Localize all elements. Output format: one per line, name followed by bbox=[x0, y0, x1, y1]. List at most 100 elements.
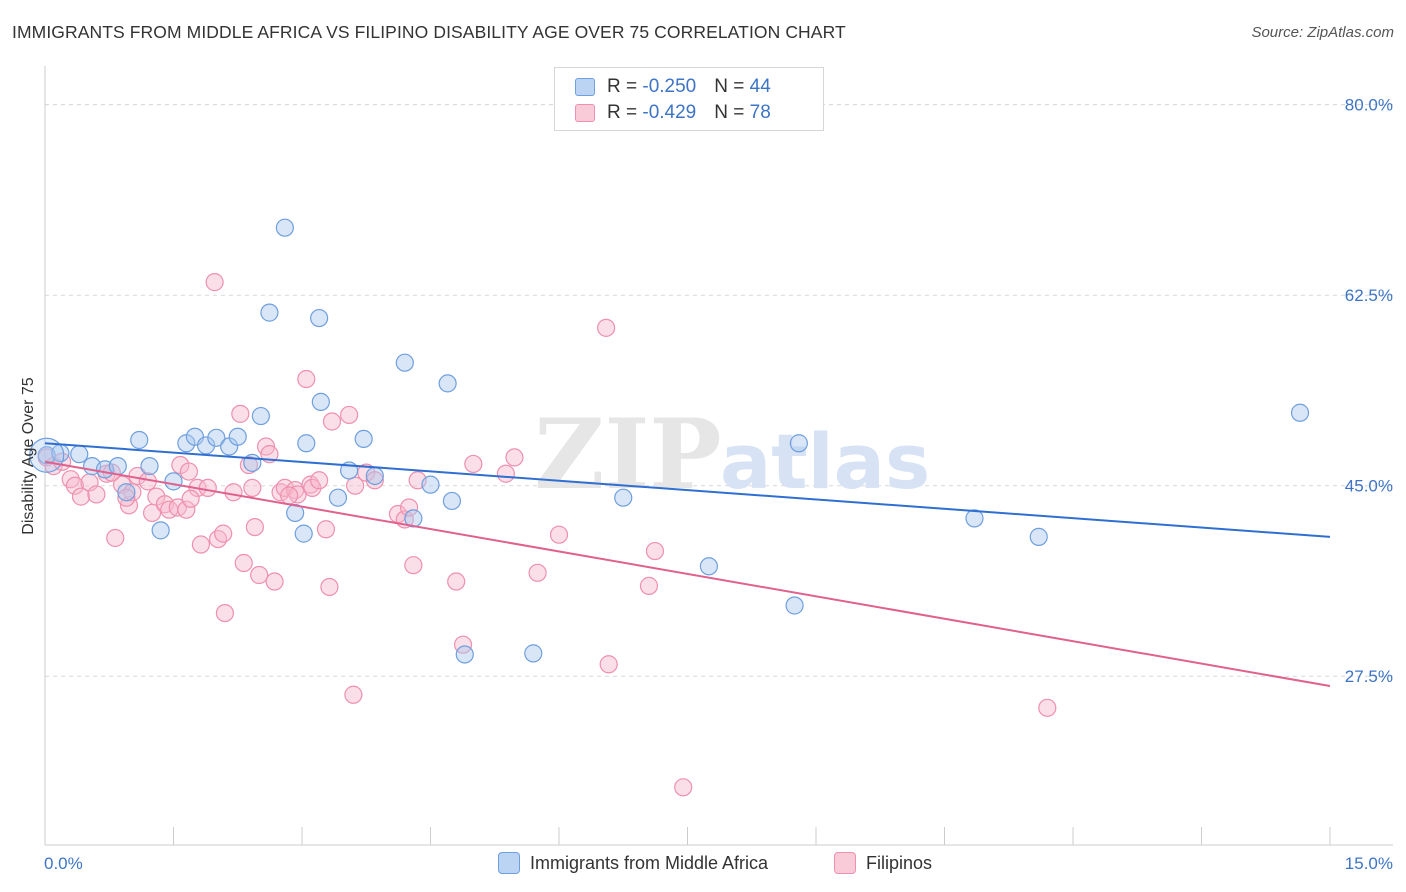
filipinos-point bbox=[316, 520, 336, 539]
chart-title: IMMIGRANTS FROM MIDDLE AFRICA VS FILIPIN… bbox=[12, 22, 846, 42]
middle-africa-point bbox=[140, 457, 159, 476]
middle-africa-point bbox=[785, 596, 804, 615]
tick-labels: 27.5% 45.0% 62.5% 80.0% 0.0% 15.0% Disability … bbox=[20, 96, 1393, 873]
y-tick-label: 27.5% bbox=[1345, 667, 1393, 686]
filipinos-point bbox=[181, 489, 200, 508]
middle-africa-point bbox=[164, 472, 183, 491]
watermark: ZIP atlas bbox=[534, 398, 930, 511]
filipinos-point bbox=[1038, 698, 1057, 717]
x-tick-label: 0.0% bbox=[44, 854, 83, 873]
filipinos-point bbox=[645, 541, 665, 561]
filipinos-point bbox=[231, 404, 250, 423]
filipinos-point bbox=[179, 462, 199, 481]
filipinos-point bbox=[177, 500, 196, 519]
filipinos-point bbox=[191, 535, 211, 554]
series-legend-middle-africa[interactable]: Immigrants from Middle Africa bbox=[498, 852, 768, 874]
stats-legend: R = -0.250 N = 44 R = -0.429 N = 78 bbox=[554, 67, 824, 131]
middle-africa-point bbox=[70, 445, 89, 464]
middle-africa-point bbox=[455, 645, 474, 664]
middle-africa-point bbox=[354, 429, 373, 449]
trend-lines bbox=[44, 442, 1331, 688]
axes-layer bbox=[44, 66, 1393, 846]
series-swatch-pink bbox=[834, 852, 856, 874]
series-legend-filipinos[interactable]: Filipinos bbox=[834, 852, 932, 874]
filipinos-point bbox=[87, 485, 106, 504]
middle-africa-point bbox=[1029, 527, 1048, 546]
middle-africa-point bbox=[207, 428, 226, 447]
middle-africa-point bbox=[117, 483, 136, 502]
middle-africa-point bbox=[965, 509, 984, 528]
filipinos-point bbox=[280, 486, 299, 505]
y-tick-label: 45.0% bbox=[1345, 477, 1393, 496]
legend-row-filipinos: R = -0.429 N = 78 bbox=[575, 100, 771, 126]
legend-n-label: N = bbox=[714, 102, 750, 123]
legend-n-value: 44 bbox=[749, 76, 771, 97]
filipinos-point bbox=[365, 471, 384, 490]
filipinos-point bbox=[404, 556, 423, 575]
source-credit: Source: ZipAtlas.com bbox=[1251, 24, 1394, 41]
middle-africa-point bbox=[196, 436, 216, 455]
filipinos-point bbox=[215, 603, 234, 623]
middle-africa-point bbox=[37, 446, 56, 465]
filipinos-point bbox=[117, 488, 136, 507]
filipinos-point bbox=[447, 572, 466, 591]
middle-africa-point bbox=[310, 308, 329, 328]
filipinos-point bbox=[344, 685, 363, 704]
middle-africa-point bbox=[297, 434, 316, 453]
legend-n-value: 78 bbox=[749, 102, 771, 123]
middle-africa-point bbox=[108, 457, 127, 476]
filipinos-point bbox=[549, 525, 569, 544]
filipinos-point bbox=[320, 577, 339, 597]
filipinos-point bbox=[528, 563, 547, 582]
middle-africa-point bbox=[614, 488, 633, 507]
filipinos-point bbox=[322, 412, 342, 431]
filipinos-point bbox=[198, 478, 217, 497]
middle-africa-point bbox=[260, 303, 279, 322]
middle-africa-point bbox=[1290, 403, 1310, 422]
filipinos-point bbox=[245, 517, 264, 537]
filipinos-point bbox=[505, 448, 524, 467]
watermark-atlas: atlas bbox=[720, 417, 930, 506]
legend-row-middle-africa: R = -0.250 N = 44 bbox=[575, 74, 771, 100]
filipinos-points bbox=[37, 273, 1057, 797]
filipinos-point bbox=[106, 528, 125, 548]
middle-africa-point bbox=[328, 488, 348, 507]
filipinos-point bbox=[214, 524, 233, 543]
filipinos-point bbox=[234, 553, 253, 573]
filipinos-point bbox=[303, 478, 322, 497]
filipinos-point bbox=[464, 454, 483, 474]
series-swatch-blue bbox=[498, 852, 520, 874]
middle-africa-point bbox=[438, 374, 457, 393]
filipinos-point bbox=[243, 478, 262, 497]
filipinos-point bbox=[224, 483, 243, 502]
middle-africa-point bbox=[365, 466, 384, 486]
y-tick-label: 62.5% bbox=[1345, 286, 1393, 305]
legend-r-value: -0.429 bbox=[642, 102, 697, 123]
filipinos-point bbox=[599, 655, 618, 674]
filipinos-point bbox=[674, 778, 693, 797]
middle-africa-point bbox=[228, 427, 247, 446]
filipinos-point bbox=[71, 487, 91, 506]
series-legend: Immigrants from Middle Africa Filipinos bbox=[0, 852, 1406, 878]
filipinos-point bbox=[597, 318, 616, 337]
grid-layer bbox=[45, 104, 1393, 677]
filipinos-point bbox=[639, 576, 659, 595]
middle-africa-point bbox=[395, 353, 414, 372]
y-axis-title: Disability Age Over 75 bbox=[20, 377, 37, 535]
filipinos-trend-line bbox=[44, 460, 1331, 688]
middle-africa-point bbox=[789, 434, 808, 453]
legend-r-label: R = bbox=[607, 102, 643, 123]
legend-r-label: R = bbox=[607, 76, 643, 97]
legend-n-label: N = bbox=[714, 76, 750, 97]
watermark-zip: ZIP bbox=[534, 398, 721, 511]
middle-africa-point bbox=[251, 406, 270, 426]
x-tick-label: 15.0% bbox=[1345, 854, 1393, 873]
middle-africa-point bbox=[699, 557, 719, 576]
filipinos-point bbox=[340, 405, 359, 425]
filipinos-point bbox=[205, 273, 224, 292]
filipinos-point bbox=[297, 369, 316, 389]
legend-swatch-pink bbox=[575, 104, 595, 122]
middle-africa-point bbox=[151, 521, 170, 540]
filipinos-point bbox=[265, 572, 284, 591]
